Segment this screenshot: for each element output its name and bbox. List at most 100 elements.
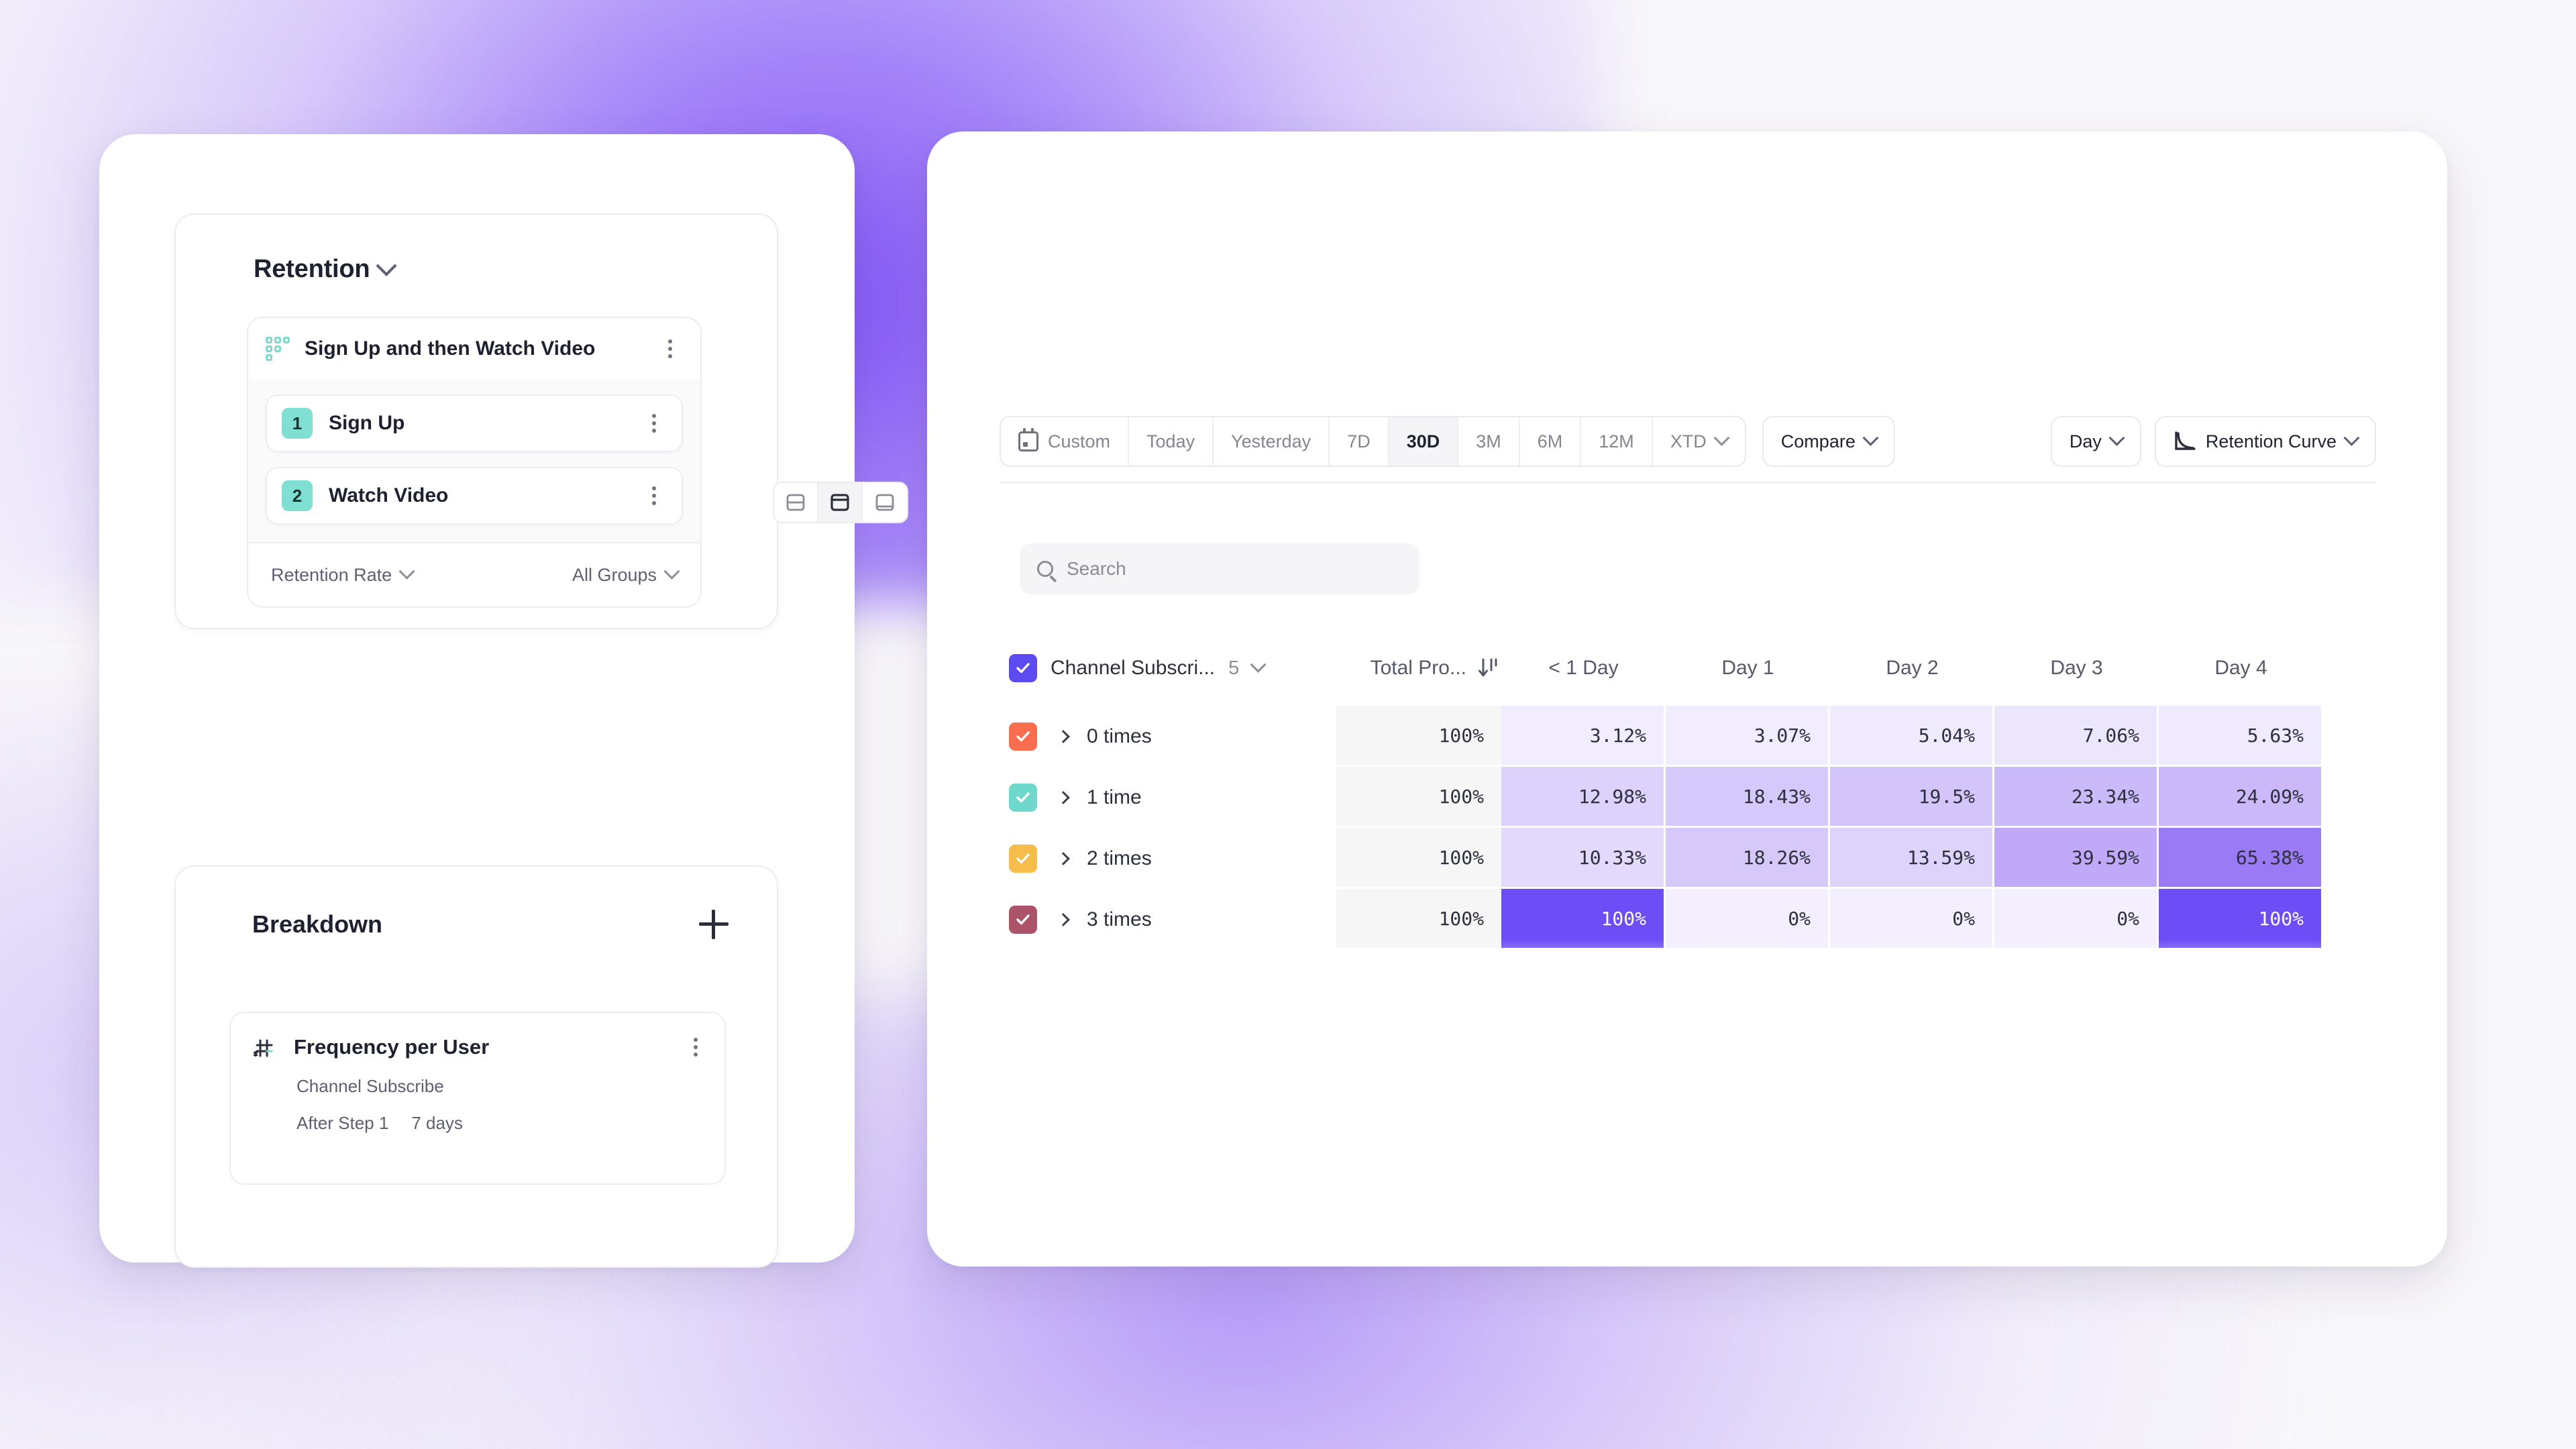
date-range-30d[interactable]: 30D <box>1389 417 1459 466</box>
column-header-d1-label: Day 1 <box>1721 657 1774 679</box>
kebab-menu-icon[interactable] <box>684 1036 707 1059</box>
date-range-7d[interactable]: 7D <box>1330 417 1389 466</box>
retention-curve-icon <box>2174 431 2196 452</box>
chart-type-select[interactable]: Retention Curve <box>2154 416 2376 467</box>
row-checkbox[interactable] <box>1009 844 1037 873</box>
breakdown-item-window: 7 days <box>411 1113 463 1133</box>
select-all-checkbox[interactable] <box>1009 654 1037 682</box>
kebab-menu-icon[interactable] <box>659 337 682 360</box>
search-input[interactable] <box>1067 558 1402 580</box>
date-range-yesterday-label: Yesterday <box>1231 431 1311 451</box>
retention-card: Retention Sign Up and then Watch Video 1… <box>174 213 778 629</box>
date-range-today-label: Today <box>1146 431 1195 451</box>
table-row: 3 times 100% 100% 0% 0% 0% 100% <box>1004 889 2385 950</box>
row-value-cell: 24.09% <box>2159 767 2323 828</box>
funnel-definition-block: Sign Up and then Watch Video 1 Sign Up 2… <box>247 317 702 608</box>
date-range-xtd[interactable]: XTD <box>1652 417 1745 466</box>
column-header-total-label: Total Pro... <box>1370 657 1466 679</box>
right-results-panel: Custom Today Yesterday 7D 30D 3M 6M 12M … <box>927 131 2447 1267</box>
compare-button[interactable]: Compare <box>1762 416 1895 467</box>
date-range-today[interactable]: Today <box>1129 417 1214 466</box>
funnel-step-1[interactable]: 1 Sign Up <box>266 394 683 452</box>
column-header-d0-label: < 1 Day <box>1548 657 1619 679</box>
split-horizontal-view-button[interactable] <box>774 483 818 522</box>
date-range-3m[interactable]: 3M <box>1458 417 1520 466</box>
retention-card-header[interactable]: Retention <box>176 215 777 284</box>
row-value-cell: 100% <box>2159 889 2323 950</box>
date-range-yesterday[interactable]: Yesterday <box>1214 417 1330 466</box>
funnel-step-2[interactable]: 2 Watch Video <box>266 467 683 525</box>
plus-icon[interactable] <box>699 910 729 939</box>
calendar-icon <box>1018 428 1038 451</box>
table-row: 1 time 100% 12.98% 18.43% 19.5% 23.34% 24.09% <box>1004 767 2385 828</box>
row-label-cell: 3 times <box>1004 889 1336 950</box>
row-label-cell: 2 times <box>1004 828 1336 889</box>
row-value-cell: 3.07% <box>1666 706 1830 767</box>
breakdown-title: Breakdown <box>252 910 383 938</box>
date-range-7d-label: 7D <box>1347 431 1371 451</box>
results-toolbar: Custom Today Yesterday 7D 30D 3M 6M 12M … <box>1000 416 2376 467</box>
view-mode-toggle-group <box>773 482 908 523</box>
chart-view-button[interactable] <box>863 483 907 522</box>
date-range-segmented-control: Custom Today Yesterday 7D 30D 3M 6M 12M … <box>1000 416 1746 467</box>
row-checkbox[interactable] <box>1009 905 1037 934</box>
table-row: 0 times 100% 3.12% 3.07% 5.04% 7.06% 5.63% <box>1004 706 2385 767</box>
chevron-down-icon[interactable] <box>376 255 397 276</box>
table-group-header[interactable]: Channel Subscri... 5 <box>1004 654 1336 682</box>
row-value-cell: 13.59% <box>1830 828 1994 889</box>
chevron-right-icon[interactable] <box>1057 790 1070 804</box>
row-value-cell: 0% <box>1666 889 1830 950</box>
column-header-d3-label: Day 3 <box>2050 657 2103 679</box>
date-range-30d-label: 30D <box>1406 431 1440 451</box>
chevron-down-icon <box>2343 429 2360 446</box>
row-value-cell: 18.26% <box>1666 828 1830 889</box>
chevron-down-icon[interactable] <box>1250 656 1267 673</box>
breakdown-item[interactable]: Frequency per User Channel Subscribe Aft… <box>229 1012 726 1185</box>
chevron-right-icon[interactable] <box>1057 729 1070 743</box>
table-header-row: Channel Subscri... 5 Total Pro... < 1 Da… <box>1004 631 2385 706</box>
funnel-steps-list: 1 Sign Up 2 Watch Video <box>248 380 700 542</box>
row-value-cell: 65.38% <box>2159 828 2323 889</box>
breakdown-item-name: Frequency per User <box>294 1035 490 1059</box>
funnel-footer: Retention Rate All Groups <box>248 542 700 606</box>
chevron-down-icon <box>1713 429 1730 446</box>
kebab-menu-icon[interactable] <box>643 412 665 435</box>
sort-descending-icon <box>1477 656 1500 680</box>
date-range-6m[interactable]: 6M <box>1519 417 1582 466</box>
column-header-d4[interactable]: Day 4 <box>2159 657 2323 680</box>
row-name: 3 times <box>1087 908 1152 930</box>
column-header-d3[interactable]: Day 3 <box>1994 657 2159 680</box>
breakdown-item-meta: After Step 1 7 days <box>231 1097 724 1134</box>
search-box[interactable] <box>1020 543 1419 594</box>
step-label: Watch Video <box>329 484 449 506</box>
row-value-cell: 19.5% <box>1830 767 1994 828</box>
column-header-d2[interactable]: Day 2 <box>1830 657 1994 680</box>
kebab-menu-icon[interactable] <box>643 484 665 507</box>
column-header-d0[interactable]: < 1 Day <box>1501 657 1666 680</box>
group-count: 5 <box>1228 657 1240 679</box>
row-checkbox[interactable] <box>1009 722 1037 751</box>
page-title: Retention <box>254 255 370 283</box>
step-number-badge: 1 <box>282 408 313 439</box>
date-range-custom[interactable]: Custom <box>1001 417 1130 466</box>
chevron-right-icon[interactable] <box>1057 912 1070 926</box>
column-header-d1[interactable]: Day 1 <box>1666 657 1830 680</box>
chevron-down-icon <box>2108 429 2125 446</box>
step-label: Sign Up <box>329 412 405 434</box>
breakdown-item-header: Frequency per User <box>231 1013 724 1061</box>
row-value-cell: 0% <box>1994 889 2159 950</box>
chevron-down-icon <box>1862 429 1879 446</box>
groups-select[interactable]: All Groups <box>572 563 680 586</box>
table-view-button[interactable] <box>818 483 863 522</box>
row-total-cell: 100% <box>1336 706 1501 767</box>
chevron-right-icon[interactable] <box>1057 851 1070 865</box>
granularity-select[interactable]: Day <box>2050 416 2141 467</box>
row-checkbox[interactable] <box>1009 783 1037 812</box>
date-range-6m-label: 6M <box>1537 431 1563 451</box>
date-range-12m-label: 12M <box>1599 431 1634 451</box>
row-value-cell: 10.33% <box>1501 828 1666 889</box>
retention-metric-select[interactable]: Retention Rate <box>271 563 415 586</box>
date-range-12m[interactable]: 12M <box>1581 417 1653 466</box>
table-body: 0 times 100% 3.12% 3.07% 5.04% 7.06% 5.63% 1 ti… <box>1004 706 2385 950</box>
column-header-total[interactable]: Total Pro... <box>1336 656 1501 680</box>
